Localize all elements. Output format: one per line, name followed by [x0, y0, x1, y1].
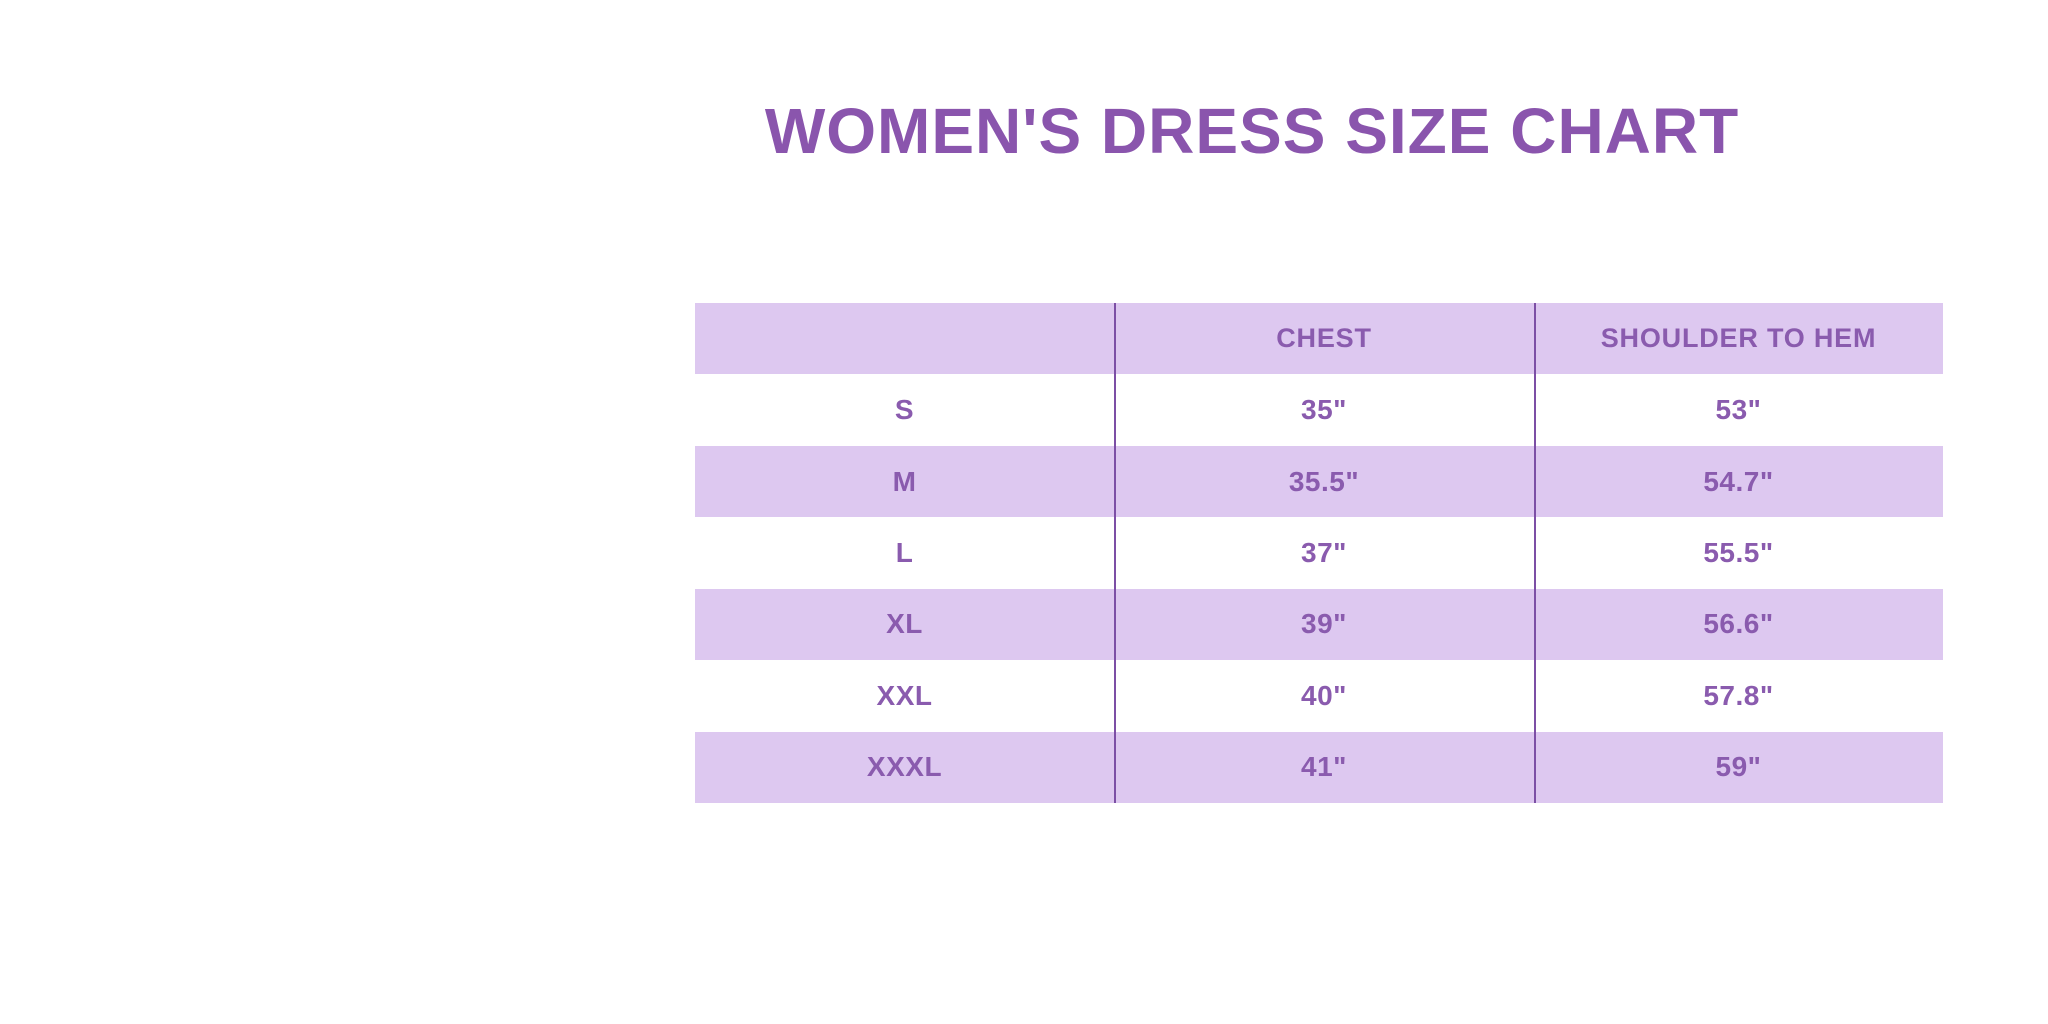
column-header-shoulder-to-hem: SHOULDER TO HEM — [1600, 323, 1877, 354]
chest-cell: 37" — [1301, 536, 1347, 568]
chest-cell: 35.5" — [1288, 465, 1360, 497]
chest-cell: 40" — [1301, 679, 1347, 711]
shoulder-to-hem-cell: 56.6" — [1703, 608, 1774, 640]
size-cell: XL — [886, 608, 923, 640]
table-row: XXXL 41" 59" — [695, 731, 1943, 803]
size-chart-table: CHEST SHOULDER TO HEM S 35" 53" M 35.5" … — [695, 303, 1943, 803]
shoulder-to-hem-cell: 57.8" — [1703, 679, 1774, 711]
column-divider — [1534, 303, 1536, 803]
shoulder-to-hem-cell: 55.5" — [1703, 536, 1774, 568]
shoulder-to-hem-cell: 54.7" — [1703, 465, 1774, 497]
table-row: XL 39" 56.6" — [695, 588, 1943, 661]
table-row: S 35" 53" — [695, 374, 1943, 445]
size-cell: S — [894, 394, 915, 426]
table-row: L 37" 55.5" — [695, 517, 1943, 588]
page-title: WOMEN'S DRESS SIZE CHART — [764, 95, 1740, 167]
column-divider — [1114, 303, 1116, 803]
column-header-chest: CHEST — [1276, 323, 1372, 354]
column-header-size — [695, 303, 1114, 374]
size-cell: XXXL — [866, 751, 943, 783]
size-cell: M — [892, 465, 917, 497]
table-header-row: CHEST SHOULDER TO HEM — [695, 303, 1943, 375]
shoulder-to-hem-cell: 53" — [1715, 394, 1762, 426]
table-row: M 35.5" 54.7" — [695, 445, 1943, 518]
chest-cell: 35" — [1301, 394, 1347, 426]
size-cell: L — [895, 536, 914, 568]
shoulder-to-hem-cell: 59" — [1715, 751, 1762, 783]
chest-cell: 39" — [1301, 608, 1347, 640]
size-cell: XXL — [876, 679, 933, 711]
table-row: XXL 40" 57.8" — [695, 660, 1943, 731]
chest-cell: 41" — [1301, 751, 1347, 783]
